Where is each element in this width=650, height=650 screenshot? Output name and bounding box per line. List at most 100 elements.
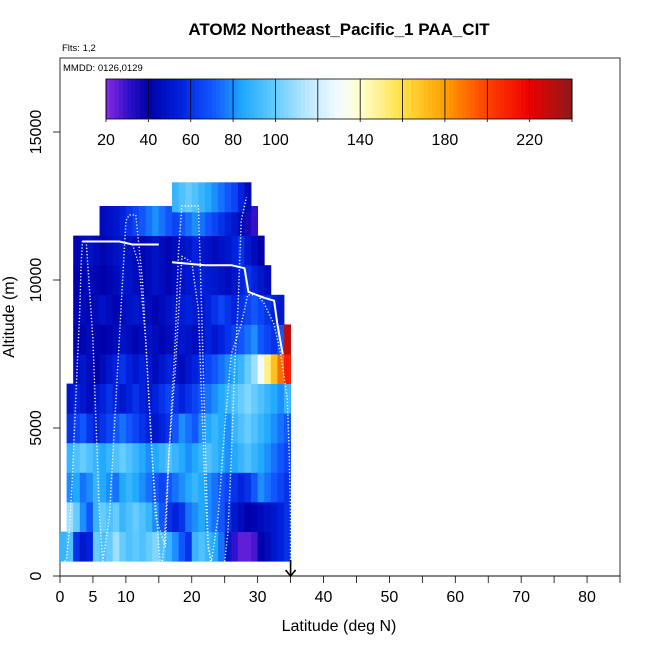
heatmap-cell bbox=[119, 354, 127, 384]
heatmap-cell bbox=[244, 182, 252, 213]
heatmap-cell bbox=[244, 235, 252, 266]
colorbar-segment bbox=[186, 79, 192, 119]
heatmap-cell bbox=[178, 324, 186, 355]
heatmap-cell bbox=[125, 354, 133, 384]
heatmap-cell bbox=[172, 235, 179, 266]
heatmap-cell bbox=[204, 206, 212, 236]
heatmap-cell bbox=[191, 413, 199, 444]
heatmap-cell bbox=[204, 531, 212, 562]
x-tick-label: 0 bbox=[56, 589, 65, 606]
heatmap-cell bbox=[172, 354, 179, 384]
heatmap-cell bbox=[237, 182, 245, 213]
heatmap-cell bbox=[152, 383, 160, 414]
heatmap-cell bbox=[99, 265, 107, 296]
heatmap-cell bbox=[119, 472, 127, 503]
heatmap-cell bbox=[92, 531, 100, 562]
heatmap-cell bbox=[237, 354, 245, 384]
y-axis: 0 5000 10000 15000 bbox=[28, 110, 60, 580]
x-tick-label: 80 bbox=[578, 589, 596, 606]
heatmap-cell bbox=[237, 383, 245, 414]
heatmap-cell bbox=[244, 324, 252, 355]
heatmap-cell bbox=[224, 383, 232, 414]
heatmap-cell bbox=[79, 294, 87, 325]
heatmap-cell bbox=[198, 354, 206, 384]
colorbar-segment bbox=[317, 79, 323, 119]
colorbar-segment bbox=[372, 79, 378, 119]
heatmap-cell bbox=[270, 531, 278, 562]
heatmap-cell bbox=[198, 294, 206, 325]
heatmap-cell bbox=[92, 265, 100, 296]
heatmap-cell bbox=[251, 531, 259, 562]
heatmap-cell bbox=[172, 502, 179, 532]
colorbar-segment bbox=[182, 79, 187, 119]
heatmap-cell bbox=[106, 413, 114, 444]
heatmap-cell bbox=[119, 442, 127, 473]
heatmap-cell bbox=[92, 354, 100, 384]
heatmap-cell bbox=[106, 294, 114, 325]
y-tick-label: 5000 bbox=[28, 410, 45, 446]
heatmap-cell bbox=[86, 531, 94, 562]
heatmap-cell bbox=[231, 182, 239, 213]
heatmap-cell bbox=[125, 531, 133, 562]
heatmap-cell bbox=[139, 383, 147, 414]
heatmap-cell bbox=[106, 235, 114, 266]
heatmap-cell bbox=[198, 442, 206, 473]
heatmap-cell bbox=[284, 442, 291, 473]
x-tick-label: 10 bbox=[117, 589, 135, 606]
heatmap-cell bbox=[231, 383, 239, 414]
heatmap-cell bbox=[145, 235, 153, 266]
colorbar-segment bbox=[555, 79, 560, 119]
heatmap-cell bbox=[86, 235, 94, 266]
heatmap-cell bbox=[132, 324, 140, 355]
heatmap-cell bbox=[251, 472, 259, 503]
heatmap-cell bbox=[244, 206, 252, 236]
flight-1-cruise bbox=[82, 240, 159, 246]
colorbar-segment bbox=[309, 79, 315, 119]
heatmap-cell bbox=[86, 324, 94, 355]
heatmap-cell bbox=[244, 502, 252, 532]
heatmap-cell bbox=[185, 502, 193, 532]
heatmap-cell bbox=[211, 354, 219, 384]
heatmap-cell bbox=[92, 294, 100, 325]
colorbar-segment bbox=[199, 79, 204, 119]
heatmap-cell bbox=[244, 354, 252, 384]
heatmap-cell bbox=[224, 354, 232, 384]
heatmap-cell bbox=[92, 442, 100, 473]
heatmap-cell bbox=[218, 294, 226, 325]
heatmap-cell bbox=[284, 531, 291, 562]
heatmap-cell bbox=[185, 531, 193, 562]
heatmap-cell bbox=[198, 324, 206, 355]
heatmap-cell bbox=[251, 324, 259, 355]
x-tick-label: 30 bbox=[249, 589, 267, 606]
heatmap-cell bbox=[152, 413, 160, 444]
colorbar-tick-label: 20 bbox=[97, 132, 115, 149]
heatmap-cell bbox=[132, 235, 140, 266]
colorbar-segment bbox=[118, 79, 124, 119]
heatmap-cell bbox=[152, 294, 160, 325]
heatmap-cell bbox=[145, 324, 153, 355]
colorbar-segment bbox=[334, 79, 340, 119]
colorbar-segment bbox=[152, 79, 158, 119]
heatmap-cell bbox=[204, 413, 212, 444]
heatmap-cell bbox=[106, 324, 114, 355]
colorbar-segment bbox=[436, 79, 442, 119]
heatmap-cell bbox=[198, 383, 206, 414]
heatmap-cell bbox=[211, 324, 219, 355]
heatmap-cell bbox=[237, 531, 245, 562]
heatmap-cell bbox=[158, 383, 166, 414]
colorbar-segment bbox=[529, 79, 535, 119]
heatmap-cell bbox=[178, 502, 186, 532]
heatmap-cell bbox=[125, 235, 133, 266]
heatmap-cell bbox=[139, 294, 147, 325]
heatmap-cell bbox=[112, 472, 120, 503]
heatmap-cell bbox=[158, 265, 166, 296]
colorbar-segment bbox=[305, 79, 310, 119]
heatmap-cell bbox=[224, 182, 232, 213]
colorbar-segment bbox=[169, 79, 175, 119]
colorbar-segment bbox=[106, 79, 111, 119]
heatmap-cell bbox=[257, 354, 265, 384]
colorbar-segment bbox=[262, 79, 268, 119]
heatmap-cell bbox=[251, 206, 259, 236]
heatmap-cell bbox=[152, 472, 160, 503]
colorbar-segment bbox=[216, 79, 221, 119]
